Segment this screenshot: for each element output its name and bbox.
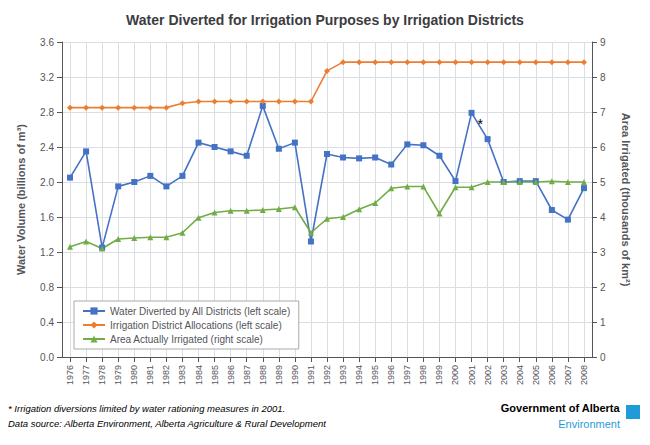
svg-text:1984: 1984 — [194, 365, 204, 385]
svg-text:7: 7 — [600, 107, 606, 118]
svg-text:Area Actually Irrigated (right: Area Actually Irrigated (right scale) — [110, 334, 263, 345]
svg-text:9: 9 — [600, 37, 606, 48]
svg-text:0.8: 0.8 — [40, 282, 54, 293]
svg-text:1987: 1987 — [242, 365, 252, 385]
svg-text:0: 0 — [600, 352, 606, 363]
svg-text:2005: 2005 — [531, 365, 541, 385]
svg-text:Water Volume (billions of m³): Water Volume (billions of m³) — [15, 124, 27, 275]
svg-text:8: 8 — [600, 72, 606, 83]
svg-text:2003: 2003 — [499, 365, 509, 385]
svg-text:1992: 1992 — [322, 365, 332, 385]
svg-text:2006: 2006 — [547, 365, 557, 385]
svg-text:1981: 1981 — [145, 365, 155, 385]
svg-text:2004: 2004 — [515, 365, 525, 385]
svg-text:3.6: 3.6 — [40, 37, 54, 48]
svg-text:1977: 1977 — [81, 365, 91, 385]
svg-text:6: 6 — [600, 142, 606, 153]
svg-text:Water Diverted by All District: Water Diverted by All Districts (left sc… — [110, 306, 290, 317]
svg-text:*: * — [478, 116, 484, 132]
svg-text:Data source: Alberta Environme: Data source: Alberta Environment, Albert… — [8, 418, 326, 429]
svg-text:Government of Alberta: Government of Alberta — [501, 402, 621, 414]
svg-text:2000: 2000 — [450, 365, 460, 385]
svg-text:Water Diverted for Irrigation: Water Diverted for Irrigation Purposes b… — [126, 12, 524, 28]
svg-text:2: 2 — [600, 282, 606, 293]
svg-text:Environment: Environment — [558, 418, 620, 430]
svg-text:0.4: 0.4 — [40, 317, 54, 328]
svg-text:1991: 1991 — [306, 365, 316, 385]
svg-text:* Irrigation diversions limite: * Irrigation diversions limited by water… — [8, 403, 285, 414]
svg-text:1: 1 — [600, 317, 606, 328]
svg-text:1995: 1995 — [370, 365, 380, 385]
svg-text:Irrigation District Allocation: Irrigation District Allocations (left sc… — [110, 320, 282, 331]
svg-text:0.0: 0.0 — [40, 352, 54, 363]
svg-text:2001: 2001 — [467, 365, 477, 385]
svg-text:2007: 2007 — [563, 365, 573, 385]
svg-text:1978: 1978 — [97, 365, 107, 385]
svg-text:1982: 1982 — [161, 365, 171, 385]
svg-text:1979: 1979 — [113, 365, 123, 385]
svg-text:1.6: 1.6 — [40, 212, 54, 223]
svg-text:2002: 2002 — [483, 365, 493, 385]
svg-text:1990: 1990 — [290, 365, 300, 385]
svg-text:1997: 1997 — [402, 365, 412, 385]
svg-text:1986: 1986 — [226, 365, 236, 385]
svg-text:1980: 1980 — [129, 365, 139, 385]
svg-text:2.4: 2.4 — [40, 142, 54, 153]
svg-text:3.2: 3.2 — [40, 72, 54, 83]
svg-text:1993: 1993 — [338, 365, 348, 385]
svg-text:2.0: 2.0 — [40, 177, 54, 188]
svg-text:1998: 1998 — [418, 365, 428, 385]
svg-text:1999: 1999 — [434, 365, 444, 385]
svg-text:1988: 1988 — [258, 365, 268, 385]
svg-text:4: 4 — [600, 212, 606, 223]
svg-text:3: 3 — [600, 247, 606, 258]
svg-text:2008: 2008 — [579, 365, 589, 385]
svg-text:1983: 1983 — [177, 365, 187, 385]
svg-text:1989: 1989 — [274, 365, 284, 385]
svg-text:1985: 1985 — [210, 365, 220, 385]
svg-text:5: 5 — [600, 177, 606, 188]
svg-text:1994: 1994 — [354, 365, 364, 385]
svg-text:1976: 1976 — [65, 365, 75, 385]
svg-text:Area Irrigated (thousands of k: Area Irrigated (thousands of km²) — [620, 113, 632, 287]
svg-text:2.8: 2.8 — [40, 107, 54, 118]
svg-text:1996: 1996 — [386, 365, 396, 385]
svg-text:1.2: 1.2 — [40, 247, 54, 258]
